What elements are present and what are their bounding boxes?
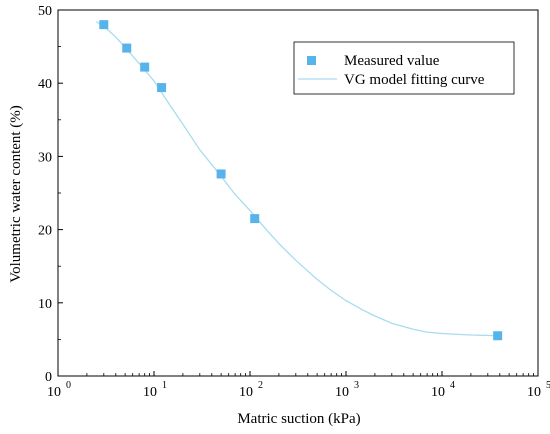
x-axis-label: Matric suction (kPa) xyxy=(237,411,360,427)
x-tick-exponent: 4 xyxy=(450,380,455,391)
measured-point xyxy=(216,169,226,179)
x-tick-label: 10 xyxy=(431,385,445,400)
x-tick-label: 10 xyxy=(239,385,253,400)
y-axis-ticks: 0 10 20 30 40 50 xyxy=(38,4,63,385)
y-tick-label: 0 xyxy=(45,370,52,385)
measured-point xyxy=(250,214,260,224)
x-tick-exponent: 0 xyxy=(66,380,71,391)
y-tick-label: 30 xyxy=(38,150,52,165)
y-axis-label: Volumetric water content (%) xyxy=(8,105,24,283)
legend-box xyxy=(293,41,515,95)
legend-label-measured: Measured value xyxy=(344,53,440,69)
legend: Measured value VG model fitting curve xyxy=(293,41,515,95)
x-axis-ticks: 10 0 10 1 10 2 10 3 10 4 10 5 xyxy=(47,371,550,400)
legend-marker-measured xyxy=(307,56,316,65)
measured-point xyxy=(99,20,109,30)
y-tick-label: 10 xyxy=(38,297,52,312)
measured-point xyxy=(157,83,167,93)
measured-point xyxy=(493,331,503,341)
measured-point xyxy=(122,43,132,53)
measured-points-layer xyxy=(99,20,503,341)
x-tick-exponent: 1 xyxy=(162,380,167,391)
x-tick-label: 10 xyxy=(335,385,349,400)
y-tick-label: 50 xyxy=(38,4,52,19)
y-tick-label: 20 xyxy=(38,224,52,239)
legend-label-fitting: VG model fitting curve xyxy=(344,72,485,88)
x-tick-label: 10 xyxy=(47,385,61,400)
x-tick-label: 10 xyxy=(527,385,541,400)
x-tick-exponent: 5 xyxy=(546,380,550,391)
x-tick-exponent: 2 xyxy=(258,380,263,391)
y-tick-label: 40 xyxy=(38,77,52,92)
measured-point xyxy=(140,62,150,72)
x-tick-exponent: 3 xyxy=(354,380,359,391)
x-tick-label: 10 xyxy=(143,385,157,400)
